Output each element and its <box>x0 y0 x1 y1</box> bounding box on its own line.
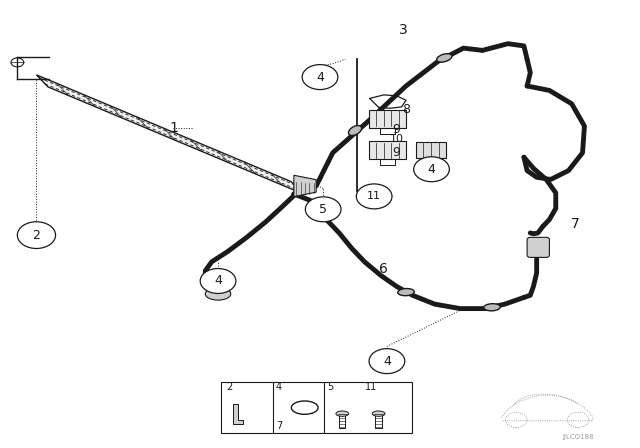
Ellipse shape <box>372 411 385 416</box>
Text: 11: 11 <box>365 382 377 392</box>
Text: 6: 6 <box>380 262 388 276</box>
Text: JJLCO188: JJLCO188 <box>562 434 594 439</box>
Text: 4: 4 <box>316 71 324 84</box>
Ellipse shape <box>348 125 362 135</box>
Text: 2: 2 <box>33 228 40 241</box>
Text: 11: 11 <box>367 191 381 202</box>
Text: 7: 7 <box>276 421 282 431</box>
Text: 9: 9 <box>392 146 401 159</box>
FancyBboxPatch shape <box>369 141 406 159</box>
Circle shape <box>302 65 338 90</box>
Circle shape <box>305 197 341 222</box>
Text: 4: 4 <box>428 163 435 176</box>
Text: 2: 2 <box>227 382 232 392</box>
Ellipse shape <box>398 289 414 296</box>
Ellipse shape <box>436 54 452 62</box>
Text: 9: 9 <box>392 123 401 136</box>
Text: 5: 5 <box>328 382 334 392</box>
Text: 1: 1 <box>169 121 178 135</box>
Circle shape <box>356 184 392 209</box>
Circle shape <box>17 222 56 249</box>
FancyBboxPatch shape <box>415 142 446 158</box>
Text: 5: 5 <box>319 203 327 216</box>
Polygon shape <box>36 75 303 194</box>
Text: 10: 10 <box>390 134 403 143</box>
Ellipse shape <box>205 288 231 300</box>
Bar <box>221 382 412 433</box>
Circle shape <box>200 268 236 293</box>
Text: 4: 4 <box>276 382 282 392</box>
FancyBboxPatch shape <box>369 110 406 128</box>
Text: 7: 7 <box>570 217 579 231</box>
Text: 4: 4 <box>383 355 391 368</box>
Ellipse shape <box>336 411 349 416</box>
Circle shape <box>369 349 404 374</box>
Text: 3: 3 <box>399 23 407 37</box>
Text: 8: 8 <box>402 103 410 116</box>
Circle shape <box>413 157 449 182</box>
Polygon shape <box>294 175 316 197</box>
FancyBboxPatch shape <box>527 237 549 258</box>
Text: 4: 4 <box>214 275 222 288</box>
Polygon shape <box>233 404 243 424</box>
Ellipse shape <box>484 304 500 311</box>
